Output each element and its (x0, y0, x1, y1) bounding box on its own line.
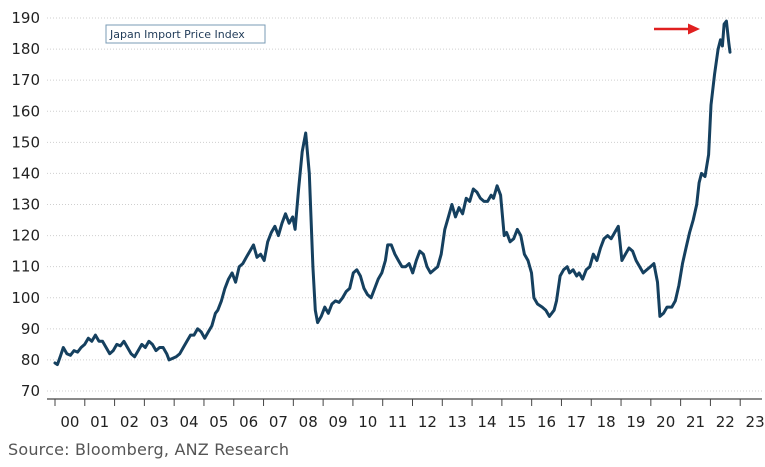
x-tick-label: 09 (328, 413, 347, 431)
x-tick-label: 21 (686, 413, 705, 431)
legend-box (105, 24, 266, 44)
x-tick-label: 06 (239, 413, 258, 431)
x-tick-label: 03 (150, 413, 169, 431)
legend: Japan Import Price Index (105, 24, 266, 44)
x-tick-label: 00 (60, 413, 79, 431)
x-tick-label: 12 (418, 413, 437, 431)
y-tick-label: 170 (11, 71, 40, 89)
x-tick-label: 10 (358, 413, 377, 431)
x-axis: 00 01 02 03 04 05 06 07 08 09 10 11 12 13 14 15 16 17 18 19… (47, 398, 765, 431)
x-tick-label: 08 (299, 413, 318, 431)
x-tick-label: 18 (597, 413, 616, 431)
x-tick-label: 14 (477, 413, 496, 431)
y-tick-label: 150 (11, 133, 40, 151)
y-tick-label: 120 (11, 227, 40, 245)
x-tick-label: 19 (626, 413, 645, 431)
y-tick-label: 70 (21, 382, 40, 400)
y-tick-label: 100 (11, 289, 40, 307)
x-tick-label: 17 (567, 413, 586, 431)
x-tick-label: 05 (209, 413, 228, 431)
source-note: Source: Bloomberg, ANZ Research (8, 440, 290, 459)
arrow-head-icon (688, 23, 700, 35)
y-tick-label: 190 (11, 9, 40, 27)
x-tick-label: 04 (180, 413, 199, 431)
legend-label: Japan Import Price Index (109, 28, 245, 41)
y-tick-label: 110 (11, 258, 40, 276)
x-tick-label: 11 (388, 413, 407, 431)
x-tick-label: 01 (90, 413, 109, 431)
x-tick-label: 02 (120, 413, 139, 431)
x-tick-label: 07 (269, 413, 288, 431)
y-tick-label: 160 (11, 102, 40, 120)
x-tick-label: 13 (448, 413, 467, 431)
x-tick-label: 16 (537, 413, 556, 431)
y-tick-label: 140 (11, 164, 40, 182)
y-tick-label: 80 (21, 351, 40, 369)
y-axis-ticks: 70 80 90 100 110 120 130 140 150 160 170 180 190 (11, 9, 40, 400)
y-tick-label: 130 (11, 196, 40, 214)
red-arrow-annotation (654, 23, 700, 35)
x-tick-label: 23 (746, 413, 765, 431)
series-group (53, 19, 732, 367)
x-tick-label: 15 (507, 413, 526, 431)
y-tick-label: 90 (21, 320, 40, 338)
series-line (53, 19, 732, 367)
gridlines (47, 17, 762, 392)
y-tick-label: 180 (11, 40, 40, 58)
x-tick-label: 20 (656, 413, 675, 431)
x-tick-label: 22 (716, 413, 735, 431)
